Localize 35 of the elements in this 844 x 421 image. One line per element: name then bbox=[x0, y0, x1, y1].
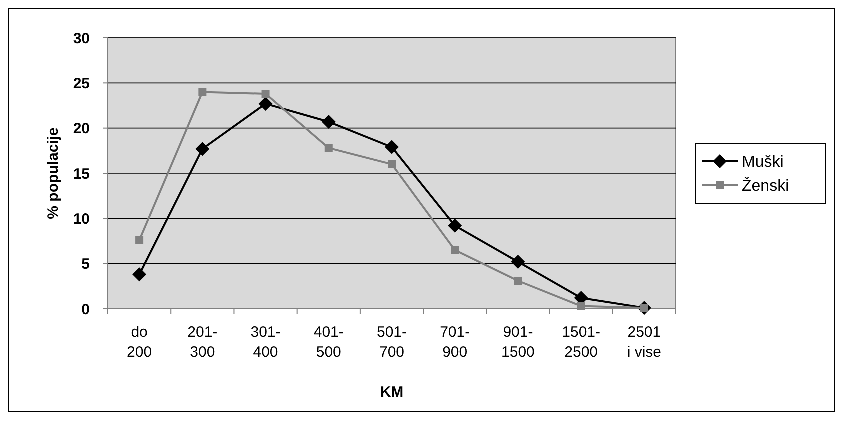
legend-label: Ženski bbox=[742, 177, 790, 196]
y-axis-title: % populacije bbox=[45, 128, 62, 220]
x-tick-label: 1501-2500 bbox=[562, 324, 601, 361]
x-tick-label: 2501 i vise bbox=[627, 324, 662, 361]
x-tick-label: do 200 bbox=[127, 324, 152, 361]
x-tick-label: 901-1500 bbox=[502, 324, 535, 361]
point bbox=[136, 236, 144, 244]
point bbox=[511, 255, 526, 270]
x-tick-label: 301-400 bbox=[250, 324, 281, 361]
point bbox=[198, 88, 207, 96]
point bbox=[385, 140, 399, 154]
y-tick-label: 5 bbox=[82, 256, 90, 274]
x-tick-label: 201-300 bbox=[188, 324, 218, 361]
point bbox=[262, 90, 270, 98]
legend-label: Muški bbox=[742, 154, 784, 172]
point bbox=[324, 144, 333, 152]
point bbox=[132, 268, 147, 282]
x-axis-title: KM bbox=[380, 384, 404, 401]
point bbox=[388, 160, 396, 168]
point bbox=[448, 218, 462, 233]
point bbox=[322, 115, 336, 130]
point bbox=[196, 142, 210, 156]
y-tick-label: 15 bbox=[73, 166, 90, 183]
y-tick-label: 0 bbox=[82, 301, 90, 318]
x-tick-label: 501-700 bbox=[376, 324, 408, 361]
y-tick-label: 25 bbox=[73, 75, 90, 92]
y-tick-label: 10 bbox=[73, 210, 90, 228]
point bbox=[514, 276, 522, 285]
y-tick-label: 20 bbox=[73, 120, 90, 138]
point bbox=[451, 246, 460, 254]
y-tick-label: 30 bbox=[73, 30, 90, 48]
point bbox=[577, 302, 586, 310]
point bbox=[258, 96, 273, 111]
x-tick-label: 701-900 bbox=[440, 324, 470, 361]
x-tick-label: 401-500 bbox=[314, 324, 344, 361]
